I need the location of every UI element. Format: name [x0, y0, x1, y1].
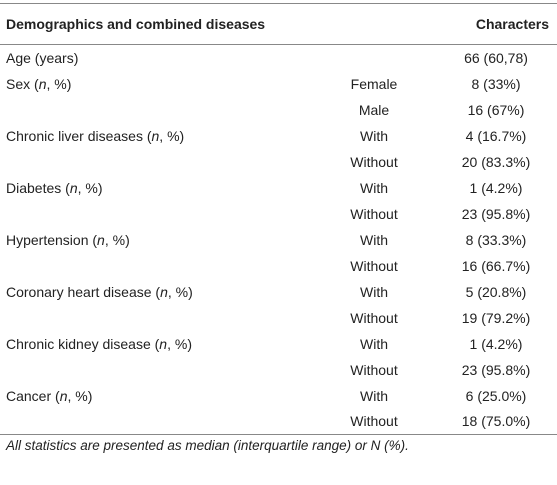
label-part: , %) — [77, 179, 103, 196]
label-part: Chronic liver diseases ( — [6, 127, 152, 144]
row-label: Cancer (n, %) — [0, 383, 289, 409]
table-row: Without 20 (83.3%) — [0, 149, 557, 175]
row-label: Chronic liver diseases (n, %) — [0, 123, 289, 149]
table-row: Age (years) 66 (60,78) — [0, 45, 557, 71]
row-label — [0, 97, 289, 123]
table-row: Without 23 (95.8%) — [0, 201, 557, 227]
table-row: Hypertension (n, %) With 8 (33.3%) — [0, 227, 557, 253]
row-value: 18 (75.0%) — [435, 408, 557, 435]
row-label: Age (years) — [0, 45, 289, 71]
row-label: Coronary heart disease (n, %) — [0, 279, 289, 305]
row-label — [0, 305, 289, 331]
row-value: 16 (66.7%) — [461, 257, 531, 274]
header-cell: Demographics and combined diseases — [6, 16, 266, 32]
label-part: Cancer ( — [6, 387, 60, 404]
table-row: Chronic kidney disease (n, %) With 1 (4.2%… — [0, 331, 557, 357]
table-row: Diabetes (n, %) With 1 (4.2%) — [0, 175, 557, 201]
label-part: n — [151, 127, 160, 144]
row-subgroup: Without — [289, 408, 435, 435]
label-part: n — [97, 231, 105, 248]
row-label — [0, 149, 289, 175]
table-row: Coronary heart disease (n, %) With 5 (20.8… — [0, 279, 557, 305]
row-label — [0, 408, 289, 435]
table-row: Sex (n, %) Female 8 (33%) — [0, 71, 557, 97]
label-part: Coronary heart disease ( — [6, 283, 161, 300]
row-label: Diabetes (n, %) — [0, 175, 289, 201]
label-part: Age (years) — [6, 49, 79, 66]
row-value: 8 (33.3%) — [465, 231, 527, 248]
row-label — [0, 201, 289, 227]
row-subgroup: Without — [350, 205, 398, 222]
row-value: 4 (16.7%) — [465, 127, 527, 144]
row-subgroup: With — [360, 231, 388, 248]
row-label — [0, 253, 289, 279]
row-value: 5 (20.8%) — [465, 283, 527, 300]
row-subgroup: Without — [350, 153, 398, 170]
row-value: 19 (79.2%) — [461, 309, 531, 326]
row-subgroup: Male — [358, 101, 390, 118]
table-row: Male 16 (67%) — [0, 97, 557, 123]
label-part: , %) — [67, 387, 93, 404]
label-part: , %) — [104, 231, 130, 248]
row-label: Sex (n, %) — [0, 71, 289, 97]
label-part: Diabetes ( — [6, 179, 70, 196]
row-value: 1 (4.2%) — [469, 335, 523, 352]
row-subgroup — [289, 45, 435, 71]
row-value: 6 (25.0%) — [465, 387, 527, 404]
table-row: Without 18 (75.0%) — [0, 408, 557, 435]
row-subgroup: With — [360, 179, 388, 196]
label-part: Hypertension ( — [6, 231, 98, 248]
table-row: Cancer (n, %) With 6 (25.0%) — [0, 383, 557, 409]
footnote: All statistics are presented as median (… — [6, 438, 409, 453]
table-row: Without 23 (95.8%) — [0, 357, 557, 383]
row-value: 8 (33%) — [471, 75, 521, 92]
row-subgroup: Without — [350, 257, 398, 274]
table-row: Without 16 (66.7%) — [0, 253, 557, 279]
row-subgroup: Without — [350, 309, 398, 326]
table-row: Chronic liver diseases (n, %) With 4 (16.7… — [0, 123, 557, 149]
label-part: Chronic kidney disease ( — [6, 335, 160, 352]
label-part: n — [59, 387, 68, 404]
table: Demographics and combined diseases Chara… — [0, 3, 557, 435]
row-value: 23 (95.8%) — [461, 361, 531, 378]
row-label: Chronic kidney disease (n, %) — [0, 331, 289, 357]
row-subgroup: With — [360, 335, 388, 352]
row-label — [0, 357, 289, 383]
label-part: , %) — [167, 335, 192, 352]
label-part: Sex ( — [6, 75, 39, 92]
row-subgroup: With — [360, 127, 388, 144]
header-row: Demographics and combined diseases Chara… — [0, 3, 557, 45]
label-part: , %) — [167, 283, 193, 300]
row-label: Hypertension (n, %) — [0, 227, 289, 253]
label-part: n — [69, 179, 78, 196]
row-subgroup: Without — [350, 361, 398, 378]
header-cell: Characters — [475, 16, 549, 32]
label-part: , %) — [46, 75, 72, 92]
label-part: , %) — [159, 127, 185, 144]
row-subgroup: With — [360, 283, 388, 300]
row-subgroup: Female — [350, 75, 398, 92]
row-subgroup: With — [360, 387, 388, 404]
row-value: 1 (4.2%) — [469, 179, 523, 196]
label-part: n — [159, 335, 168, 352]
table-row: Without 19 (79.2%) — [0, 305, 557, 331]
label-part: n — [160, 283, 168, 300]
row-value: 20 (83.3%) — [461, 153, 531, 170]
row-value: 23 (95.8%) — [461, 205, 531, 222]
row-value: 66 (60,78) — [464, 49, 528, 66]
label-part: n — [38, 75, 47, 92]
row-value: 16 (67%) — [467, 101, 525, 118]
table-body: Age (years) 66 (60,78) Sex (n, %) Female 8 (… — [0, 45, 557, 435]
